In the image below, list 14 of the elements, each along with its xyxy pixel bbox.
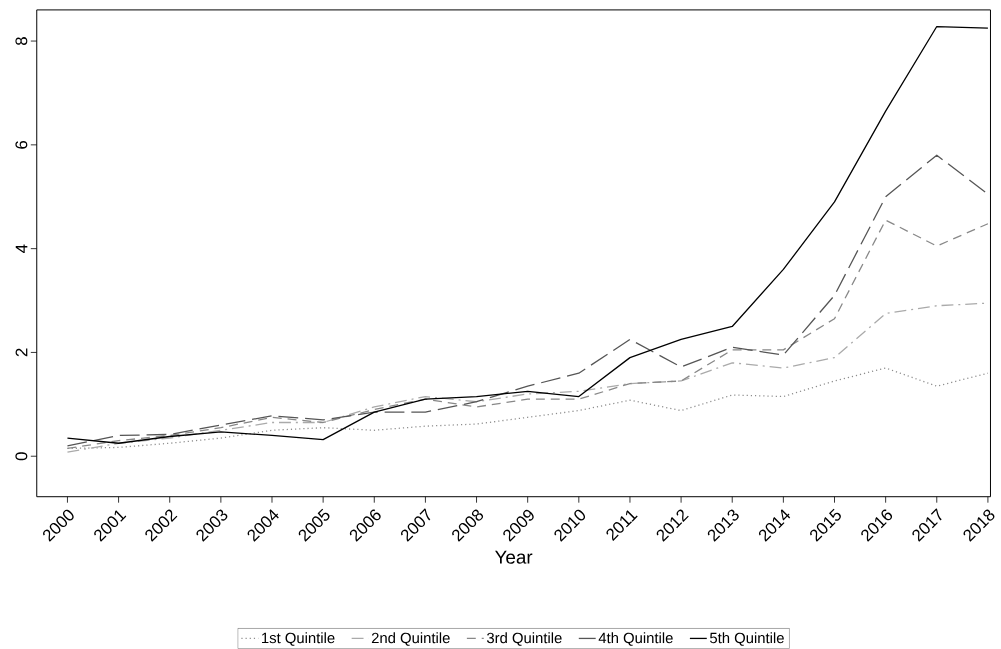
legend-label: 1st Quintile	[262, 632, 335, 647]
line-series	[66, 219, 989, 450]
line-series	[66, 154, 989, 447]
y-tick-label: 4	[15, 244, 28, 254]
line-series	[66, 26, 989, 445]
legend-label: 4th Quintile	[598, 632, 673, 647]
legend-label: 2nd Quintile	[371, 632, 450, 647]
y-tick-label: 0	[15, 452, 28, 461]
y-tick-label: 6	[15, 141, 28, 149]
legend-label: 3rd Quintile	[486, 632, 562, 647]
y-tick-label: 8	[15, 37, 28, 46]
legend-label: 5th Quintile	[710, 632, 784, 647]
x-axis-title: Year	[495, 550, 533, 564]
y-tick-label: 2	[15, 348, 28, 357]
